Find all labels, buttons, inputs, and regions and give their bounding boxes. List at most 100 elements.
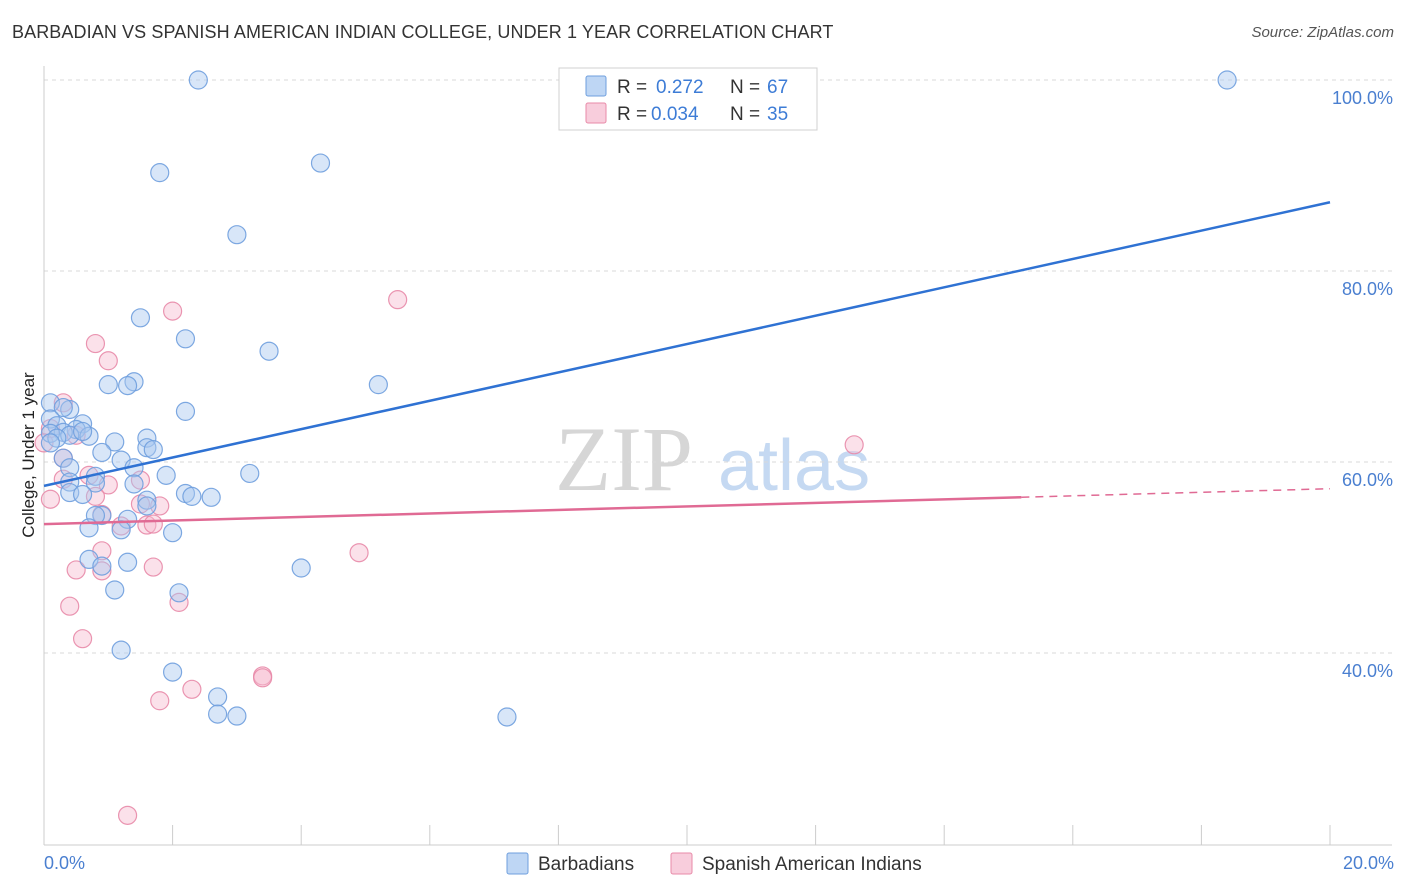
spanish-american-indians-point-34 (117, 805, 138, 825)
barbadians-point-35 (156, 465, 176, 485)
barbadians-point-5 (130, 308, 151, 328)
legend-swatch-spanish-american-indians (585, 102, 607, 124)
y-tick-label-100: 100.0% (1332, 88, 1393, 108)
bottom-legend-label-barbadians: Barbadians (538, 854, 634, 875)
gridlines (44, 79, 1392, 654)
barbadians-point-2 (310, 153, 331, 173)
barbadians-point-60 (163, 662, 183, 682)
y-axis-title: College, Under 1 year (19, 372, 38, 538)
barbadians-point-41 (72, 484, 93, 505)
legend-r-value-barbadians: 0.272 (656, 77, 704, 98)
barbadians-point-29 (92, 442, 112, 463)
barbadians-points (40, 70, 1237, 727)
barbadians-point-57 (105, 580, 125, 600)
spanish-american-indians-point-2 (85, 333, 106, 354)
barbadians-point-1 (1217, 70, 1237, 90)
x-tick-label-max: 20.0% (1343, 853, 1394, 873)
spanish-american-indians-point-7 (34, 433, 54, 453)
series-legend: Barbadians Spanish American Indians (506, 852, 922, 875)
y-tick-label-40: 40.0% (1342, 661, 1393, 681)
legend-r-label-spanish-american-indians: R = (617, 104, 647, 125)
barbadians-point-63 (227, 706, 247, 726)
barbadians-point-54 (92, 556, 112, 576)
x-tick-label-min: 0.0% (44, 853, 85, 873)
barbadians-point-6 (175, 329, 196, 349)
barbadians-point-4 (227, 225, 247, 245)
barbadians-point-51 (111, 520, 131, 540)
barbadians-point-48 (117, 509, 138, 529)
spanish-american-indians-point-28 (60, 596, 80, 616)
spanish-american-indians-trend-line (43, 495, 1022, 526)
barbadians-point-55 (117, 552, 138, 572)
barbadians-trend-line (43, 201, 1331, 488)
legend-n-value-barbadians: 67 (767, 77, 788, 98)
watermark-atlas: atlas (718, 426, 870, 506)
barbadians-point-15 (175, 401, 196, 421)
barbadians-point-14 (53, 397, 73, 418)
legend-n-label-barbadians: N = (730, 77, 760, 98)
barbadians-point-39 (124, 474, 144, 494)
bottom-legend-swatch-spanish-american-indians (670, 852, 693, 875)
barbadians-point-56 (291, 558, 311, 578)
legend-r-label-barbadians: R = (617, 77, 647, 98)
spanish-american-indians-point-31 (253, 668, 273, 688)
barbadians-point-12 (40, 393, 61, 413)
spanish-american-indians-point-21 (143, 514, 163, 534)
watermark-zip: ZIP (555, 408, 693, 510)
barbadians-point-46 (137, 496, 157, 516)
spanish-american-indians-point-33 (150, 691, 170, 711)
barbadians-point-44 (201, 487, 221, 507)
barbadians-point-64 (497, 707, 517, 727)
spanish-american-indians-trend-extension (1021, 487, 1331, 498)
spanish-american-indians-point-23 (349, 543, 369, 563)
spanish-american-indians-point-26 (92, 561, 112, 581)
legend-n-label-spanish-american-indians: N = (730, 104, 760, 125)
barbadians-point-32 (60, 458, 80, 478)
y-tick-labels: 40.0% 60.0% 80.0% 100.0% (1332, 88, 1393, 681)
barbadians-point-43 (182, 486, 202, 506)
spanish-american-indians-point-32 (182, 679, 202, 699)
y-tick-label-80: 80.0% (1342, 279, 1393, 299)
barbadians-point-49 (85, 505, 106, 526)
barbadians-point-7 (259, 341, 279, 361)
trend-lines (43, 201, 1331, 526)
spanish-american-indians-point-3 (98, 351, 118, 371)
spanish-american-indians-points (34, 290, 864, 825)
legend-r-value-spanish-american-indians: 0.034 (651, 104, 699, 125)
bottom-legend-label-spanish-american-indians: Spanish American Indians (702, 854, 922, 875)
barbadians-point-9 (117, 376, 138, 396)
barbadians-point-66 (72, 421, 93, 442)
source-note: Source: ZipAtlas.com (1251, 24, 1394, 41)
bottom-legend-swatch-barbadians (506, 852, 529, 875)
barbadians-point-45 (137, 490, 157, 510)
barbadians-point-11 (368, 375, 388, 395)
spanish-american-indians-point-25 (66, 560, 86, 580)
barbadians-point-61 (208, 687, 228, 707)
spanish-american-indians-point-0 (388, 290, 408, 310)
barbadians-point-28 (143, 439, 163, 460)
spanish-american-indians-point-29 (72, 629, 93, 649)
barbadians-point-52 (163, 523, 183, 543)
legend-swatch-barbadians (585, 75, 607, 97)
barbadians-point-3 (150, 163, 170, 183)
barbadians-point-58 (169, 583, 189, 603)
barbadians-point-47 (92, 505, 112, 526)
correlation-legend: R = 0.272 N = 67 R = 0.034 N = 35 (558, 67, 818, 131)
barbadians-point-65 (40, 433, 61, 453)
spanish-american-indians-point-8 (844, 435, 864, 455)
legend-n-value-spanish-american-indians: 35 (767, 104, 788, 125)
barbadians-point-34 (240, 463, 260, 484)
chart-title: BARBADIAN VS SPANISH AMERICAN INDIAN COL… (12, 22, 834, 42)
axes (43, 66, 1392, 846)
barbadians-point-62 (208, 704, 228, 724)
barbadians-point-59 (111, 640, 131, 660)
spanish-american-indians-point-15 (40, 489, 61, 509)
barbadians-point-26 (105, 432, 125, 452)
barbadians-point-0 (188, 70, 208, 90)
barbadians-point-10 (98, 375, 118, 395)
barbadians-point-31 (53, 448, 73, 468)
spanish-american-indians-point-1 (163, 301, 183, 321)
spanish-american-indians-point-24 (143, 557, 163, 577)
y-tick-label-60: 60.0% (1342, 470, 1393, 490)
